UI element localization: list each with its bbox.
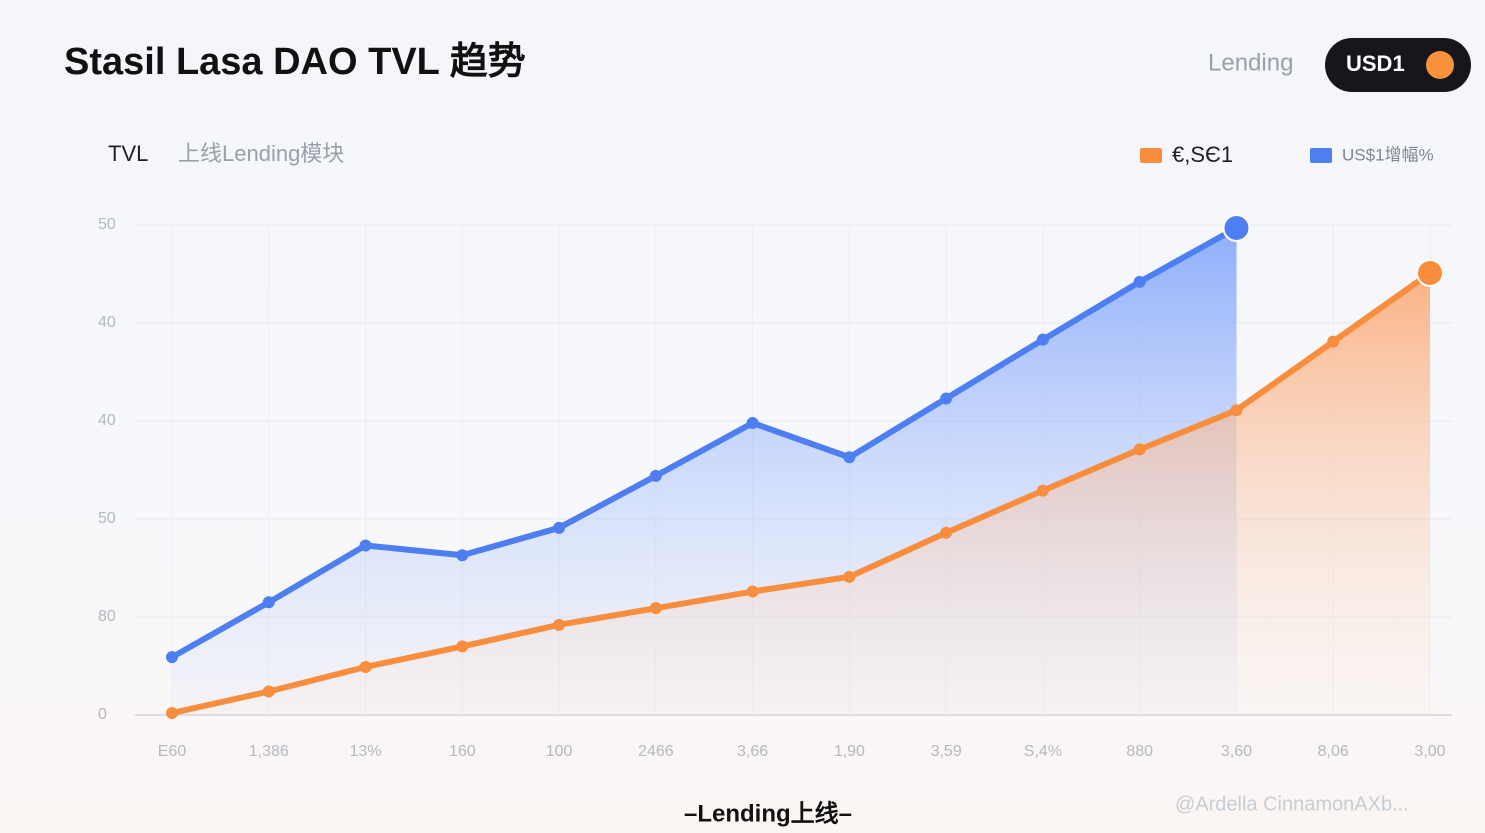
- data-point: [1133, 275, 1146, 288]
- legend-label: US$1增幅%: [1342, 145, 1434, 164]
- x-tick-label: 100: [546, 743, 573, 760]
- chart-title: TVL: [108, 141, 148, 166]
- data-point: [359, 660, 372, 673]
- y-tick-label: 50: [98, 510, 116, 527]
- data-point: [456, 549, 469, 562]
- series-line: [170, 225, 1238, 660]
- button-bg: [1325, 38, 1471, 92]
- data-point: [746, 416, 759, 429]
- x-tick-label: 3,59: [931, 743, 962, 760]
- tab[interactable]: Lending: [1208, 49, 1293, 76]
- button-icon: [1426, 51, 1454, 79]
- x-tick-label: 8,06: [1318, 743, 1349, 760]
- legend-swatch: [1310, 148, 1332, 163]
- data-point: [649, 602, 662, 615]
- x-tick-label: E60: [158, 743, 187, 760]
- x-tick-label: 1,90: [834, 743, 865, 760]
- data-point: [262, 596, 275, 609]
- x-tick-label: 2466: [638, 743, 674, 760]
- data-point: [553, 618, 566, 631]
- data-point: [940, 392, 953, 405]
- x-tick-label: 3,00: [1414, 743, 1445, 760]
- y-tick-label: 0: [98, 706, 107, 723]
- data-point: [843, 451, 856, 464]
- data-point: [1416, 259, 1444, 288]
- data-point: [940, 526, 953, 539]
- data-point: [1133, 443, 1146, 456]
- watermark: @Ardella CinnamonAXb...: [1175, 793, 1409, 815]
- series-line: [171, 270, 1432, 716]
- data-point: [746, 585, 759, 598]
- chart-subtitle: 上线Lending模块: [178, 141, 344, 166]
- x-tick-label: 13%: [350, 743, 382, 760]
- x-tick-label: S,4%: [1024, 743, 1062, 760]
- y-tick-label: 40: [98, 314, 116, 331]
- data-point: [1327, 335, 1340, 348]
- legend-swatch: [1140, 148, 1162, 163]
- caption: –Lending上线–: [684, 800, 852, 827]
- data-point: [1036, 484, 1049, 497]
- currency-button[interactable]: USD1: [1325, 38, 1471, 92]
- data-point: [553, 521, 566, 534]
- data-point: [1230, 404, 1243, 417]
- y-tick-label: 40: [98, 412, 116, 429]
- data-point: [843, 570, 856, 583]
- data-point: [456, 640, 469, 653]
- data-point: [359, 539, 372, 552]
- area-fill: [172, 273, 1430, 715]
- data-point: [166, 707, 178, 720]
- x-tick-label: 3,60: [1221, 743, 1252, 760]
- data-point: [1222, 213, 1251, 242]
- y-tick-label: 80: [98, 608, 116, 625]
- data-point: [1036, 333, 1049, 346]
- data-point: [166, 651, 178, 664]
- x-tick-label: 160: [449, 743, 476, 760]
- button-label: USD1: [1346, 51, 1405, 76]
- y-tick-label: 50: [98, 216, 116, 233]
- data-point: [649, 469, 662, 482]
- x-tick-label: 1,386: [249, 743, 289, 760]
- x-tick-label: 3,66: [737, 743, 768, 760]
- data-point: [262, 685, 275, 698]
- x-tick-label: 880: [1126, 743, 1153, 760]
- page-title: Stasil Lasa DAO TVL 趋势: [64, 41, 526, 83]
- legend-label: €,SЄ1: [1172, 142, 1233, 167]
